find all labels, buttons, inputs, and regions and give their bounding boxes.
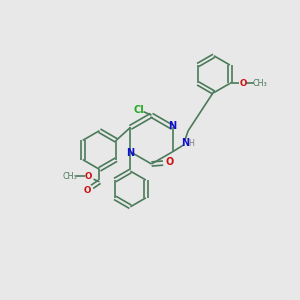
Text: N: N: [126, 148, 134, 158]
Text: H: H: [188, 139, 194, 148]
Text: O: O: [84, 172, 92, 181]
Text: O: O: [165, 158, 173, 167]
Text: CH₃: CH₃: [252, 79, 267, 88]
Text: O: O: [84, 186, 91, 195]
Text: N: N: [181, 139, 189, 148]
Text: Cl: Cl: [134, 105, 144, 115]
Text: CH₃: CH₃: [62, 172, 77, 181]
Text: O: O: [239, 79, 247, 88]
Text: N: N: [169, 121, 177, 131]
